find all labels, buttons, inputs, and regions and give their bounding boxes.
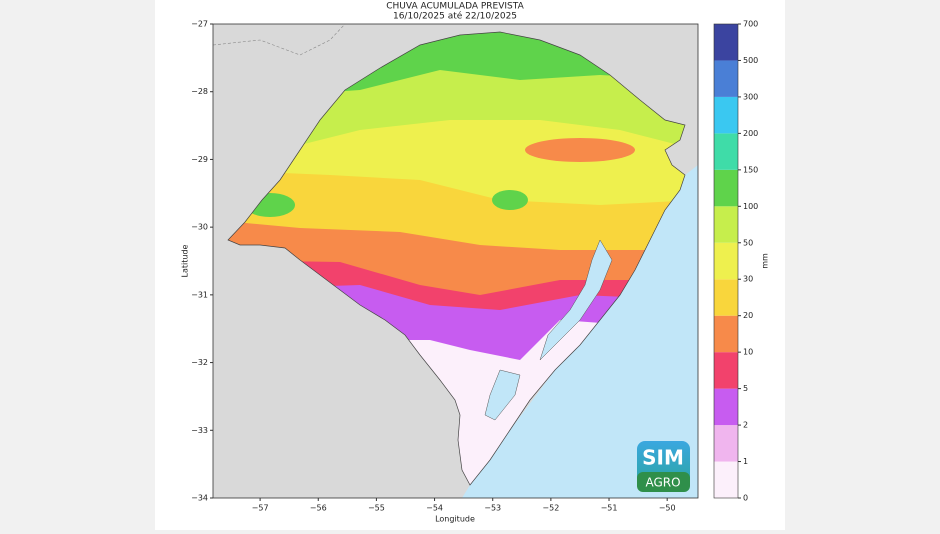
y-axis-label: Latitude [181,244,190,277]
x-tick-label: −50 [659,504,676,513]
colorbar-tick-label: 30 [743,275,753,284]
colorbar-tick-label: 2 [743,421,748,430]
logo-band [637,472,690,492]
y-tick-label: −30 [191,223,208,232]
colorbar-tick-label: 0 [743,494,748,503]
colorbar-band [714,315,738,353]
axes-frame [212,23,699,499]
x-tick-label: −55 [368,504,385,513]
y-tick-label: −32 [191,358,208,367]
y-tick-label: −34 [191,494,208,503]
y-tick-label: −28 [191,87,208,96]
colorbar-band [714,352,738,389]
colorbar-tick-label: 50 [743,238,753,247]
colorbar-frame [713,23,739,499]
y-tick-label: −29 [191,155,208,164]
y-tick-label: −27 [191,20,208,29]
colorbar-band [714,388,738,426]
logo: SIM AGRO [637,441,690,492]
lagoon [484,369,521,421]
field-blob [525,138,635,162]
title: CHUVA ACUMULADA PREVISTA [386,2,524,12]
colorbar-band [714,206,738,243]
y-tick-label: −33 [191,426,208,435]
colorbar-band [714,24,738,61]
subtitle: 16/10/2025 até 22/10/2025 [393,11,517,22]
x-tick-label: −52 [542,504,559,513]
colorbar-band [714,96,738,134]
colorbar-tick-label: 1 [743,457,748,466]
x-tick-label: −53 [484,504,501,513]
lagoon [539,239,613,361]
x-tick-label: −51 [601,504,618,513]
logo-bottom: AGRO [645,476,680,490]
colorbar-band [714,133,738,170]
x-tick-label: −56 [310,504,327,513]
colorbar-band [714,242,738,280]
border [212,23,346,56]
colorbar-band [714,279,738,316]
colorbar-tick-label: 5 [743,384,748,393]
colorbar-band [714,425,738,462]
colorbar-tick-label: 200 [743,129,758,138]
colorbar-band [714,461,738,498]
x-tick-label: −54 [426,504,443,513]
x-tick-label: −57 [252,504,269,513]
colorbar-label: mm [761,253,770,269]
y-tick-label: −31 [191,290,208,299]
colorbar-tick-label: 10 [743,348,753,357]
colorbar-tick-label: 20 [743,311,753,320]
colorbar-tick-label: 700 [743,20,758,29]
colorbar-tick-label: 300 [743,92,758,101]
colorbar-tick-label: 500 [743,56,758,65]
x-axis-label: Longitude [435,515,475,524]
logo-top: SIM [642,446,684,470]
colorbar-tick-label: 150 [743,165,758,174]
ocean [462,165,698,498]
state-outline [227,31,686,486]
field-blob [492,190,528,210]
colorbar-tick-label: 100 [743,202,758,211]
colorbar-band [714,60,738,97]
colorbar-band [714,169,738,207]
